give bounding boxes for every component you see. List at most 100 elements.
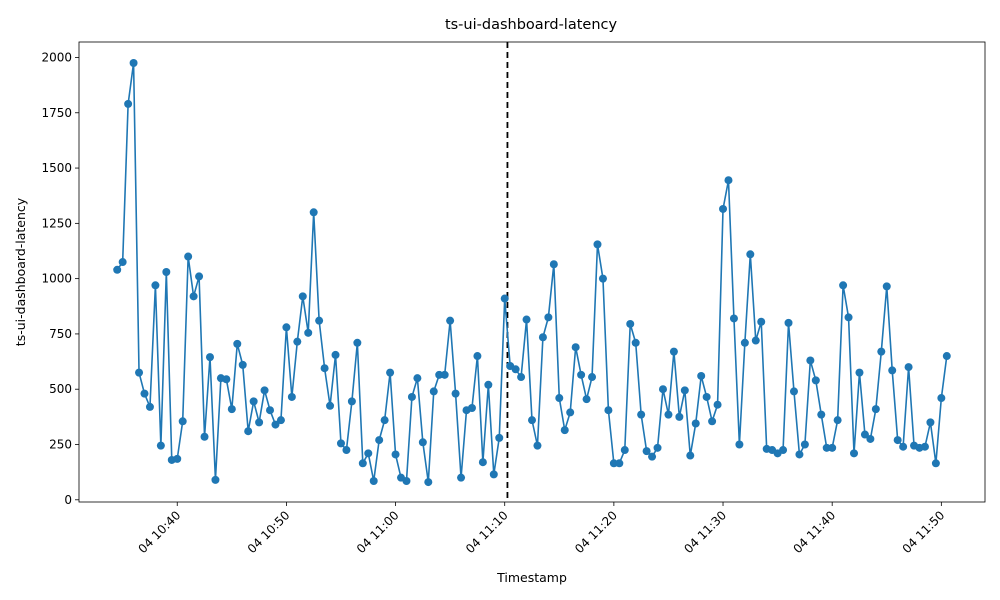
data-point: [271, 420, 280, 429]
data-point: [833, 416, 842, 425]
data-point: [156, 441, 165, 450]
data-point: [855, 368, 864, 377]
data-point: [844, 313, 853, 322]
data-point: [227, 405, 236, 414]
data-point: [320, 364, 329, 373]
data-point: [713, 400, 722, 409]
data-point: [888, 366, 897, 375]
data-point: [675, 412, 684, 421]
x-axis-label: Timestamp: [496, 570, 567, 585]
x-tick-label: 04 11:00: [354, 508, 402, 556]
data-point: [942, 352, 951, 361]
data-point: [528, 416, 536, 425]
data-point: [604, 406, 613, 415]
data-point: [598, 274, 607, 283]
y-tick-label: 1250: [41, 216, 72, 230]
data-point: [800, 440, 809, 449]
data-point: [266, 406, 275, 415]
data-point: [446, 316, 455, 325]
data-point: [697, 371, 706, 380]
data-point: [118, 258, 127, 267]
data-point: [173, 454, 182, 463]
y-tick-label: 0: [64, 493, 72, 507]
data-point: [522, 315, 531, 324]
data-point: [244, 427, 253, 436]
data-point: [686, 451, 695, 460]
data-point: [757, 317, 766, 326]
data-point: [653, 443, 662, 452]
data-point: [457, 473, 466, 482]
x-tick-label: 04 10:50: [245, 508, 293, 556]
data-point: [637, 410, 646, 419]
data-point: [555, 394, 564, 403]
data-point: [920, 442, 929, 451]
data-point: [364, 449, 373, 458]
data-point: [795, 450, 804, 459]
data-point: [642, 447, 651, 456]
y-axis-label: ts-ui-dashboard-latency: [13, 197, 28, 346]
data-point: [135, 368, 144, 377]
plot-area: [78, 41, 986, 503]
data-point: [784, 318, 793, 327]
data-point: [380, 416, 389, 425]
series-points: [113, 59, 951, 487]
data-point: [424, 478, 433, 487]
data-point: [658, 385, 667, 394]
data-point: [620, 446, 629, 455]
data-point: [331, 350, 340, 359]
data-point: [184, 252, 193, 261]
x-axis: 04 10:40 04 10:50 04 11:00 04 11:10 04 11:20…: [136, 502, 947, 556]
data-point: [358, 459, 367, 468]
data-point: [926, 418, 935, 427]
data-point: [664, 410, 673, 419]
data-point: [369, 476, 378, 485]
x-tick-label: 04 11:30: [681, 508, 729, 556]
data-point: [478, 458, 487, 467]
data-point: [402, 476, 411, 485]
data-point: [315, 316, 324, 325]
data-point: [511, 365, 520, 374]
x-tick-label: 04 11:20: [572, 508, 620, 556]
data-point: [931, 459, 940, 468]
data-point: [140, 389, 149, 398]
data-point: [893, 436, 902, 445]
data-point: [937, 394, 946, 403]
data-point: [467, 404, 476, 413]
data-point: [238, 360, 247, 369]
data-point: [233, 339, 242, 348]
y-tick-label: 250: [49, 438, 72, 452]
data-point: [473, 352, 482, 361]
data-point: [293, 337, 302, 346]
data-point: [304, 328, 313, 337]
data-point: [375, 436, 384, 445]
data-point: [200, 432, 209, 441]
y-tick-label: 1000: [41, 272, 72, 286]
data-point: [631, 338, 640, 347]
y-axis: 0 250 500 750 1000 1250 1500 1750 2000: [41, 50, 79, 507]
data-point: [746, 250, 755, 259]
data-point: [500, 294, 509, 303]
data-point: [691, 419, 700, 428]
data-point: [151, 281, 160, 290]
data-point: [222, 375, 231, 384]
data-point: [582, 395, 591, 404]
data-point: [850, 449, 859, 458]
data-point: [735, 440, 744, 449]
data-point: [413, 374, 422, 383]
data-point: [544, 313, 553, 322]
data-point: [571, 343, 580, 352]
data-point: [877, 347, 886, 356]
data-point: [789, 387, 798, 396]
data-point: [593, 240, 602, 249]
y-tick-label: 500: [49, 382, 72, 396]
data-point: [282, 323, 291, 332]
data-point: [615, 459, 624, 468]
data-point: [669, 347, 678, 356]
data-point: [626, 319, 635, 328]
data-point: [205, 353, 214, 362]
data-point: [871, 405, 880, 414]
data-point: [904, 363, 913, 372]
x-tick-label: 04 11:40: [790, 508, 838, 556]
data-point: [806, 356, 815, 365]
